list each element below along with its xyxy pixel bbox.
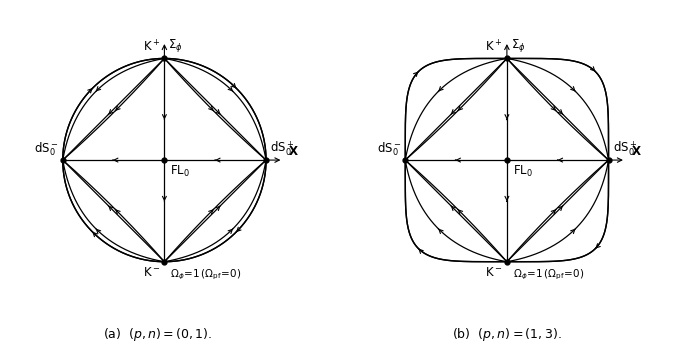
Text: $\mathrm{dS}_0^+$: $\mathrm{dS}_0^+$ <box>612 139 637 158</box>
Text: (a)  $(p, n) = (0, 1).$: (a) $(p, n) = (0, 1).$ <box>103 326 212 343</box>
Text: $\mathrm{FL}_0$: $\mathrm{FL}_0$ <box>171 164 190 179</box>
Text: (b)  $(p, n) = (1, 3).$: (b) $(p, n) = (1, 3).$ <box>452 326 562 343</box>
Text: $\mathbf{X}$: $\mathbf{X}$ <box>631 145 642 158</box>
Text: $\Sigma_\phi$: $\Sigma_\phi$ <box>169 37 183 54</box>
Text: $\mathrm{K}^+$: $\mathrm{K}^+$ <box>143 39 160 54</box>
Text: $\mathrm{K}^-$: $\mathrm{K}^-$ <box>143 266 160 279</box>
Text: $\Omega_\phi\!=\!1\,(\Omega_\mathrm{pf}\!=\!0)$: $\Omega_\phi\!=\!1\,(\Omega_\mathrm{pf}\… <box>171 268 242 282</box>
Text: $\Sigma_\phi$: $\Sigma_\phi$ <box>511 37 525 54</box>
Text: $\mathrm{dS}_0^-$: $\mathrm{dS}_0^-$ <box>34 140 59 158</box>
Text: $\mathrm{K}^-$: $\mathrm{K}^-$ <box>486 266 503 279</box>
Text: $\mathbf{X}$: $\mathbf{X}$ <box>288 145 299 158</box>
Text: $\mathrm{FL}_0$: $\mathrm{FL}_0$ <box>513 164 533 179</box>
Text: $\mathrm{dS}_0^+$: $\mathrm{dS}_0^+$ <box>270 139 295 158</box>
Text: $\Omega_\phi\!=\!1\,(\Omega_\mathrm{pf}\!=\!0)$: $\Omega_\phi\!=\!1\,(\Omega_\mathrm{pf}\… <box>513 268 584 282</box>
Text: $\mathrm{dS}_0^-$: $\mathrm{dS}_0^-$ <box>377 140 401 158</box>
Text: $\mathrm{K}^+$: $\mathrm{K}^+$ <box>486 39 503 54</box>
